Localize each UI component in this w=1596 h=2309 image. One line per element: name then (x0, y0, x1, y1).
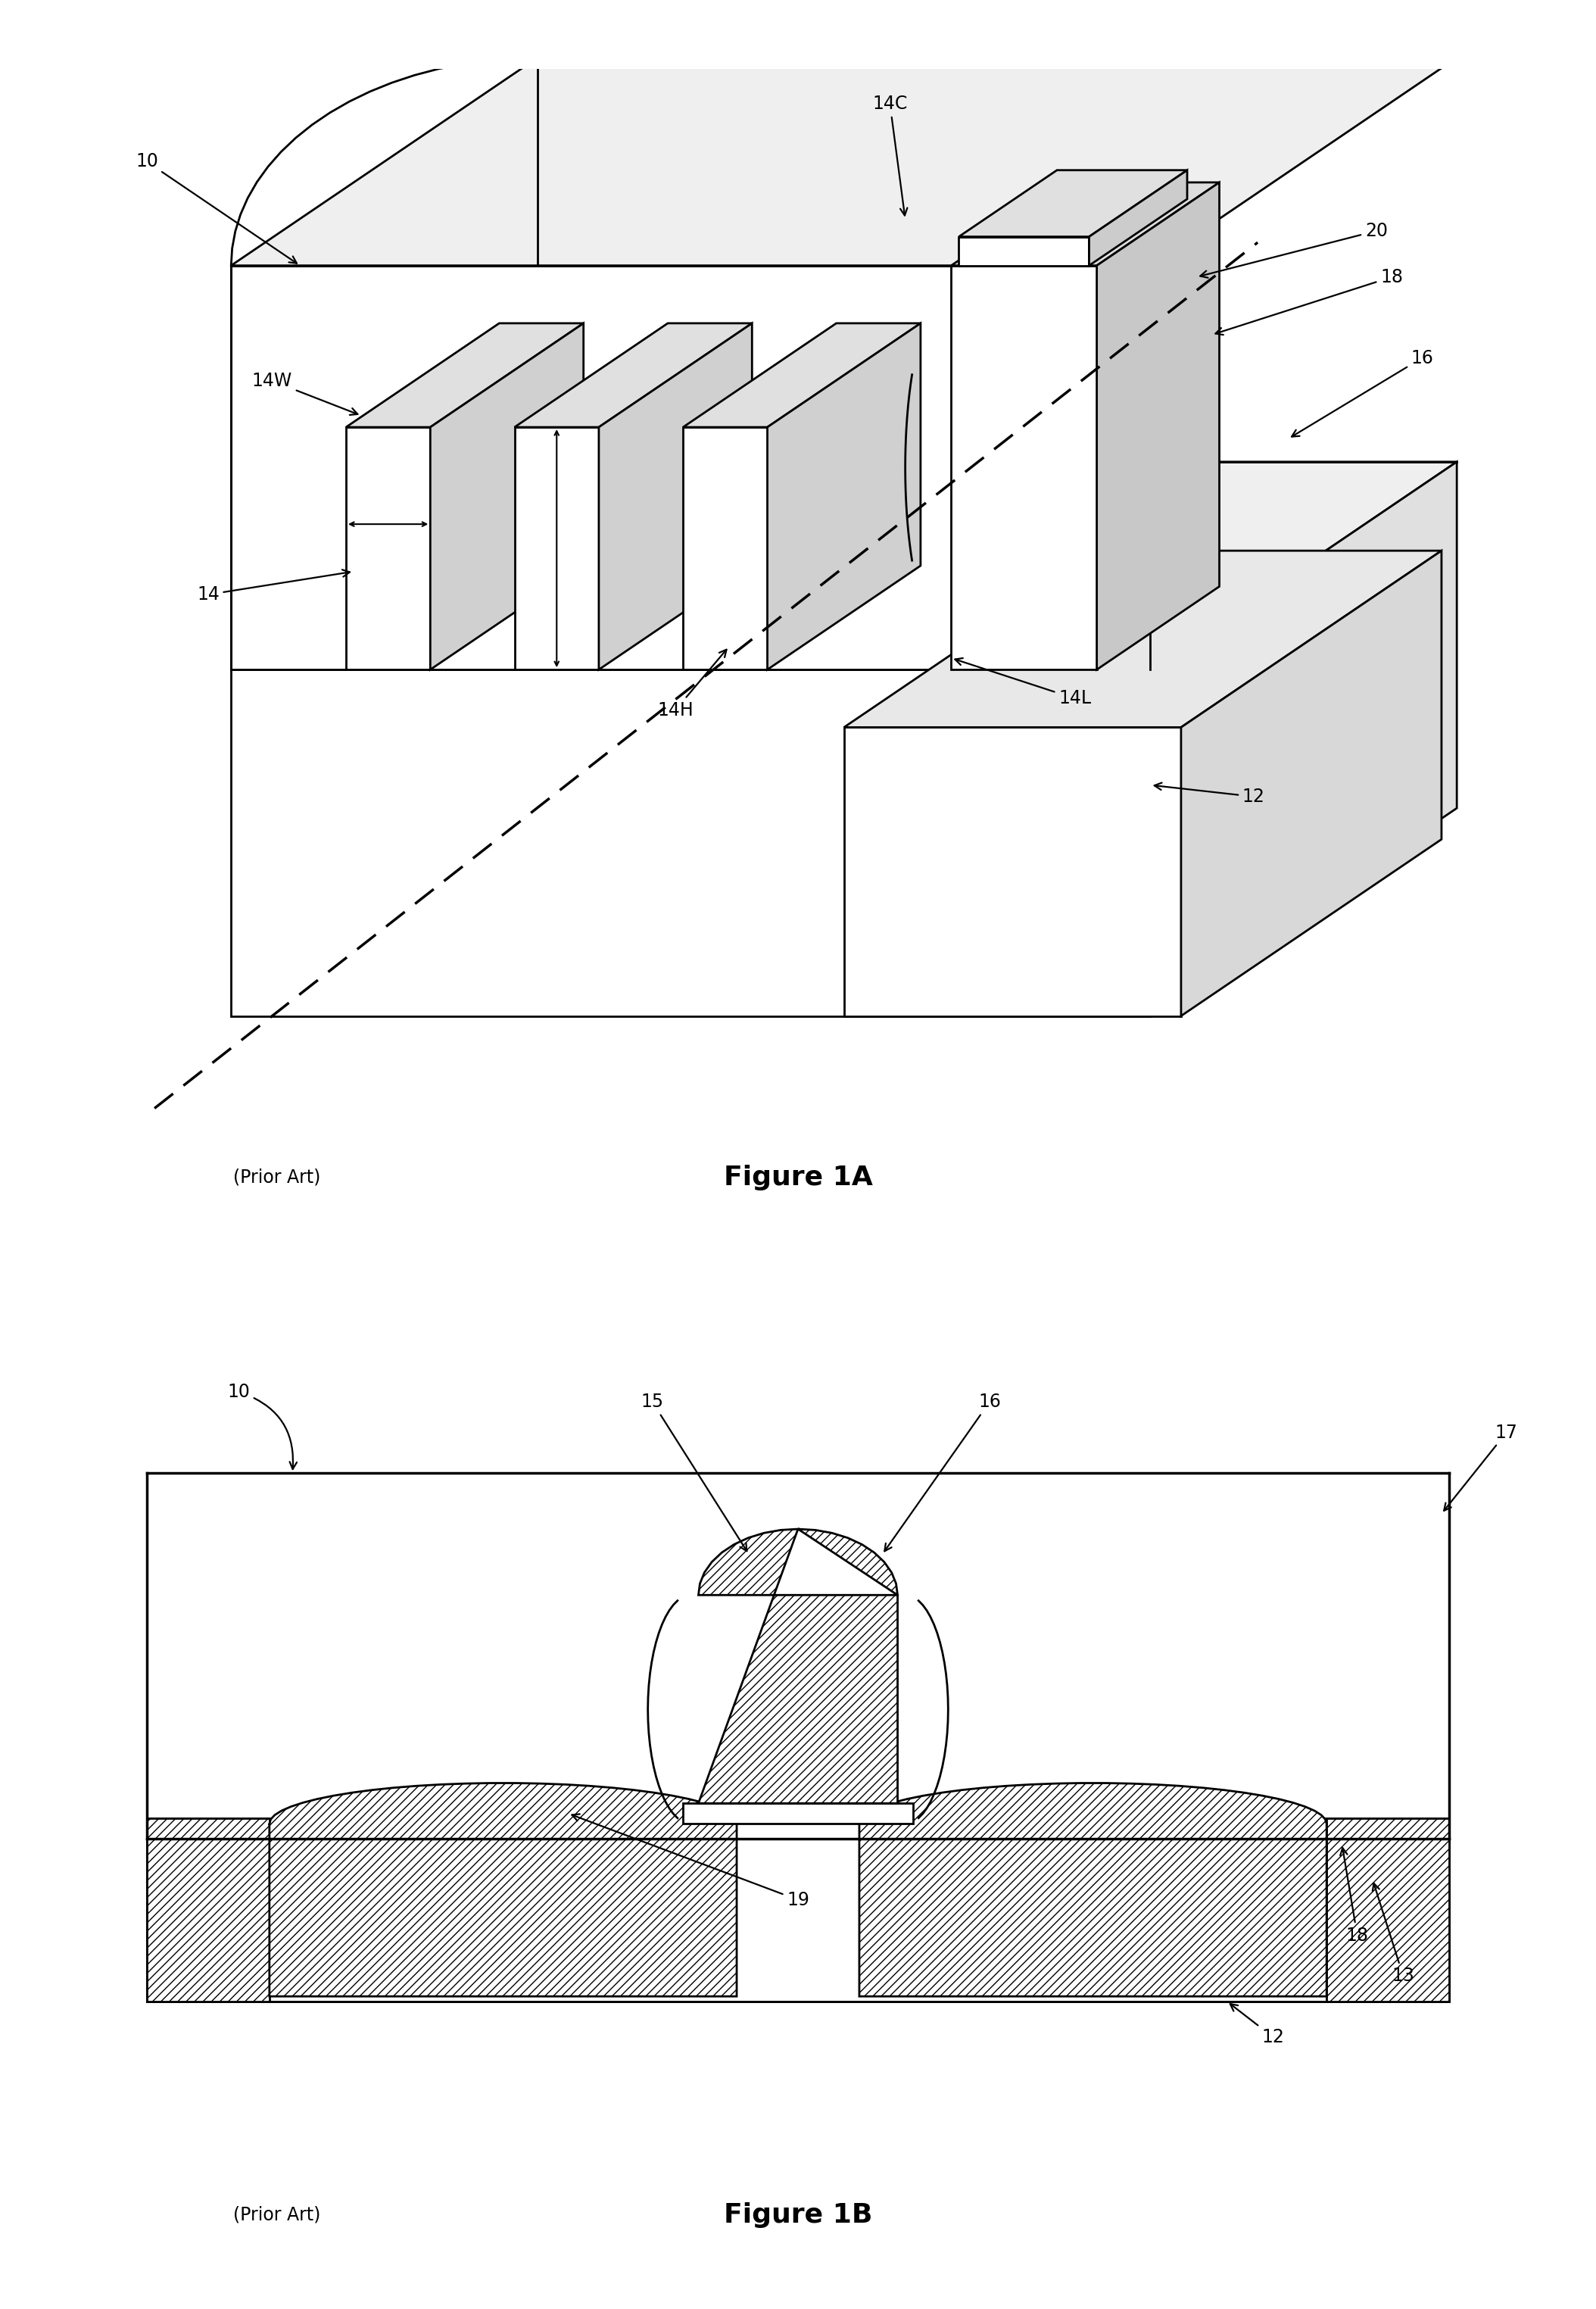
Polygon shape (683, 1803, 913, 1824)
Text: 14H: 14H (658, 649, 726, 718)
Polygon shape (231, 462, 1457, 670)
Text: 14: 14 (196, 570, 350, 603)
Polygon shape (951, 182, 1219, 266)
Polygon shape (1088, 171, 1187, 266)
Polygon shape (514, 323, 752, 427)
Polygon shape (844, 727, 1181, 1016)
Polygon shape (683, 427, 768, 670)
Polygon shape (1181, 552, 1441, 1016)
Text: 12: 12 (1154, 783, 1266, 806)
Polygon shape (147, 1819, 1449, 2002)
Text: 13: 13 (1373, 1884, 1414, 1986)
Text: 15: 15 (642, 1392, 747, 1552)
Polygon shape (231, 266, 1151, 670)
Polygon shape (1096, 182, 1219, 670)
Polygon shape (699, 1529, 897, 1803)
Text: 10: 10 (136, 152, 297, 263)
Polygon shape (683, 323, 921, 427)
Polygon shape (1151, 462, 1457, 1016)
Text: 17: 17 (1444, 1422, 1518, 1510)
Polygon shape (768, 323, 921, 670)
Polygon shape (431, 323, 584, 670)
Text: 14W: 14W (252, 372, 358, 416)
Text: (Prior Art): (Prior Art) (233, 1168, 321, 1187)
Text: 19: 19 (571, 1815, 809, 1910)
Polygon shape (346, 323, 584, 427)
Text: 14L: 14L (954, 658, 1092, 707)
Polygon shape (147, 1819, 270, 2002)
Polygon shape (859, 1783, 1326, 1997)
Text: 12: 12 (1231, 2004, 1285, 2046)
Polygon shape (231, 58, 1457, 266)
Polygon shape (951, 266, 1096, 670)
Polygon shape (346, 427, 431, 670)
Polygon shape (959, 171, 1187, 238)
Text: (Prior Art): (Prior Art) (233, 2205, 321, 2224)
Text: 20: 20 (1200, 222, 1387, 277)
Polygon shape (598, 323, 752, 670)
Polygon shape (1326, 1819, 1449, 2002)
Polygon shape (959, 238, 1088, 266)
Text: 16: 16 (1291, 349, 1433, 436)
Text: 16: 16 (884, 1392, 1001, 1552)
Text: 18: 18 (1216, 268, 1403, 335)
Text: 18: 18 (1341, 1847, 1369, 1944)
Polygon shape (844, 552, 1441, 727)
Polygon shape (514, 427, 598, 670)
Polygon shape (270, 1783, 737, 1997)
Text: Figure 1A: Figure 1A (723, 1164, 873, 1191)
Text: Figure 1B: Figure 1B (723, 2203, 873, 2228)
Text: 14C: 14C (873, 95, 908, 215)
Text: 10: 10 (228, 1383, 297, 1469)
Polygon shape (231, 670, 1151, 1016)
